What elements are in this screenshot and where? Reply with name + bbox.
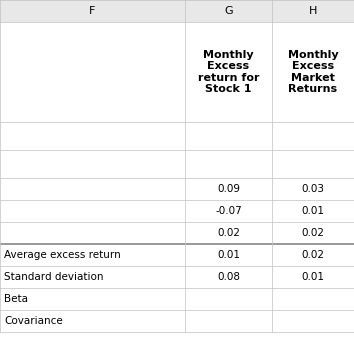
Bar <box>185 200 272 222</box>
Text: Standard deviation: Standard deviation <box>4 272 103 282</box>
Bar <box>0 310 185 332</box>
Bar <box>0 222 185 244</box>
Bar <box>185 310 272 332</box>
Bar <box>272 22 354 122</box>
Bar <box>0 244 185 266</box>
Bar <box>0 200 185 222</box>
Bar <box>272 150 354 178</box>
Bar <box>185 122 272 150</box>
Text: Beta: Beta <box>4 294 28 304</box>
Bar <box>185 266 272 288</box>
Bar <box>272 310 354 332</box>
Bar <box>272 222 354 244</box>
Bar <box>0 122 185 150</box>
Bar <box>272 122 354 150</box>
Text: G: G <box>224 6 233 16</box>
Text: 0.01: 0.01 <box>302 206 325 216</box>
Text: 0.03: 0.03 <box>302 184 325 194</box>
Bar <box>0 150 185 178</box>
Bar <box>272 200 354 222</box>
Bar <box>272 288 354 310</box>
Bar <box>185 150 272 178</box>
Text: 0.01: 0.01 <box>217 250 240 260</box>
Bar <box>272 178 354 200</box>
Text: Average excess return: Average excess return <box>4 250 121 260</box>
Text: 0.08: 0.08 <box>217 272 240 282</box>
Text: Covariance: Covariance <box>4 316 63 326</box>
Bar <box>0 0 185 22</box>
Text: 0.02: 0.02 <box>302 228 325 238</box>
Bar <box>185 0 272 22</box>
Bar <box>0 288 185 310</box>
Bar <box>272 266 354 288</box>
Text: F: F <box>89 6 96 16</box>
Text: 0.02: 0.02 <box>217 228 240 238</box>
Text: 0.01: 0.01 <box>302 272 325 282</box>
Bar <box>185 222 272 244</box>
Bar <box>185 288 272 310</box>
Bar <box>185 22 272 122</box>
Text: 0.02: 0.02 <box>302 250 325 260</box>
Bar <box>0 22 185 122</box>
Bar <box>185 178 272 200</box>
Text: H: H <box>309 6 317 16</box>
Bar <box>0 266 185 288</box>
Bar <box>0 178 185 200</box>
Text: Monthly
Excess
return for
Stock 1: Monthly Excess return for Stock 1 <box>198 49 259 94</box>
Text: -0.07: -0.07 <box>215 206 242 216</box>
Text: Monthly
Excess
Market
Returns: Monthly Excess Market Returns <box>288 49 338 94</box>
Text: 0.09: 0.09 <box>217 184 240 194</box>
Bar <box>185 244 272 266</box>
Bar <box>272 244 354 266</box>
Bar <box>272 0 354 22</box>
